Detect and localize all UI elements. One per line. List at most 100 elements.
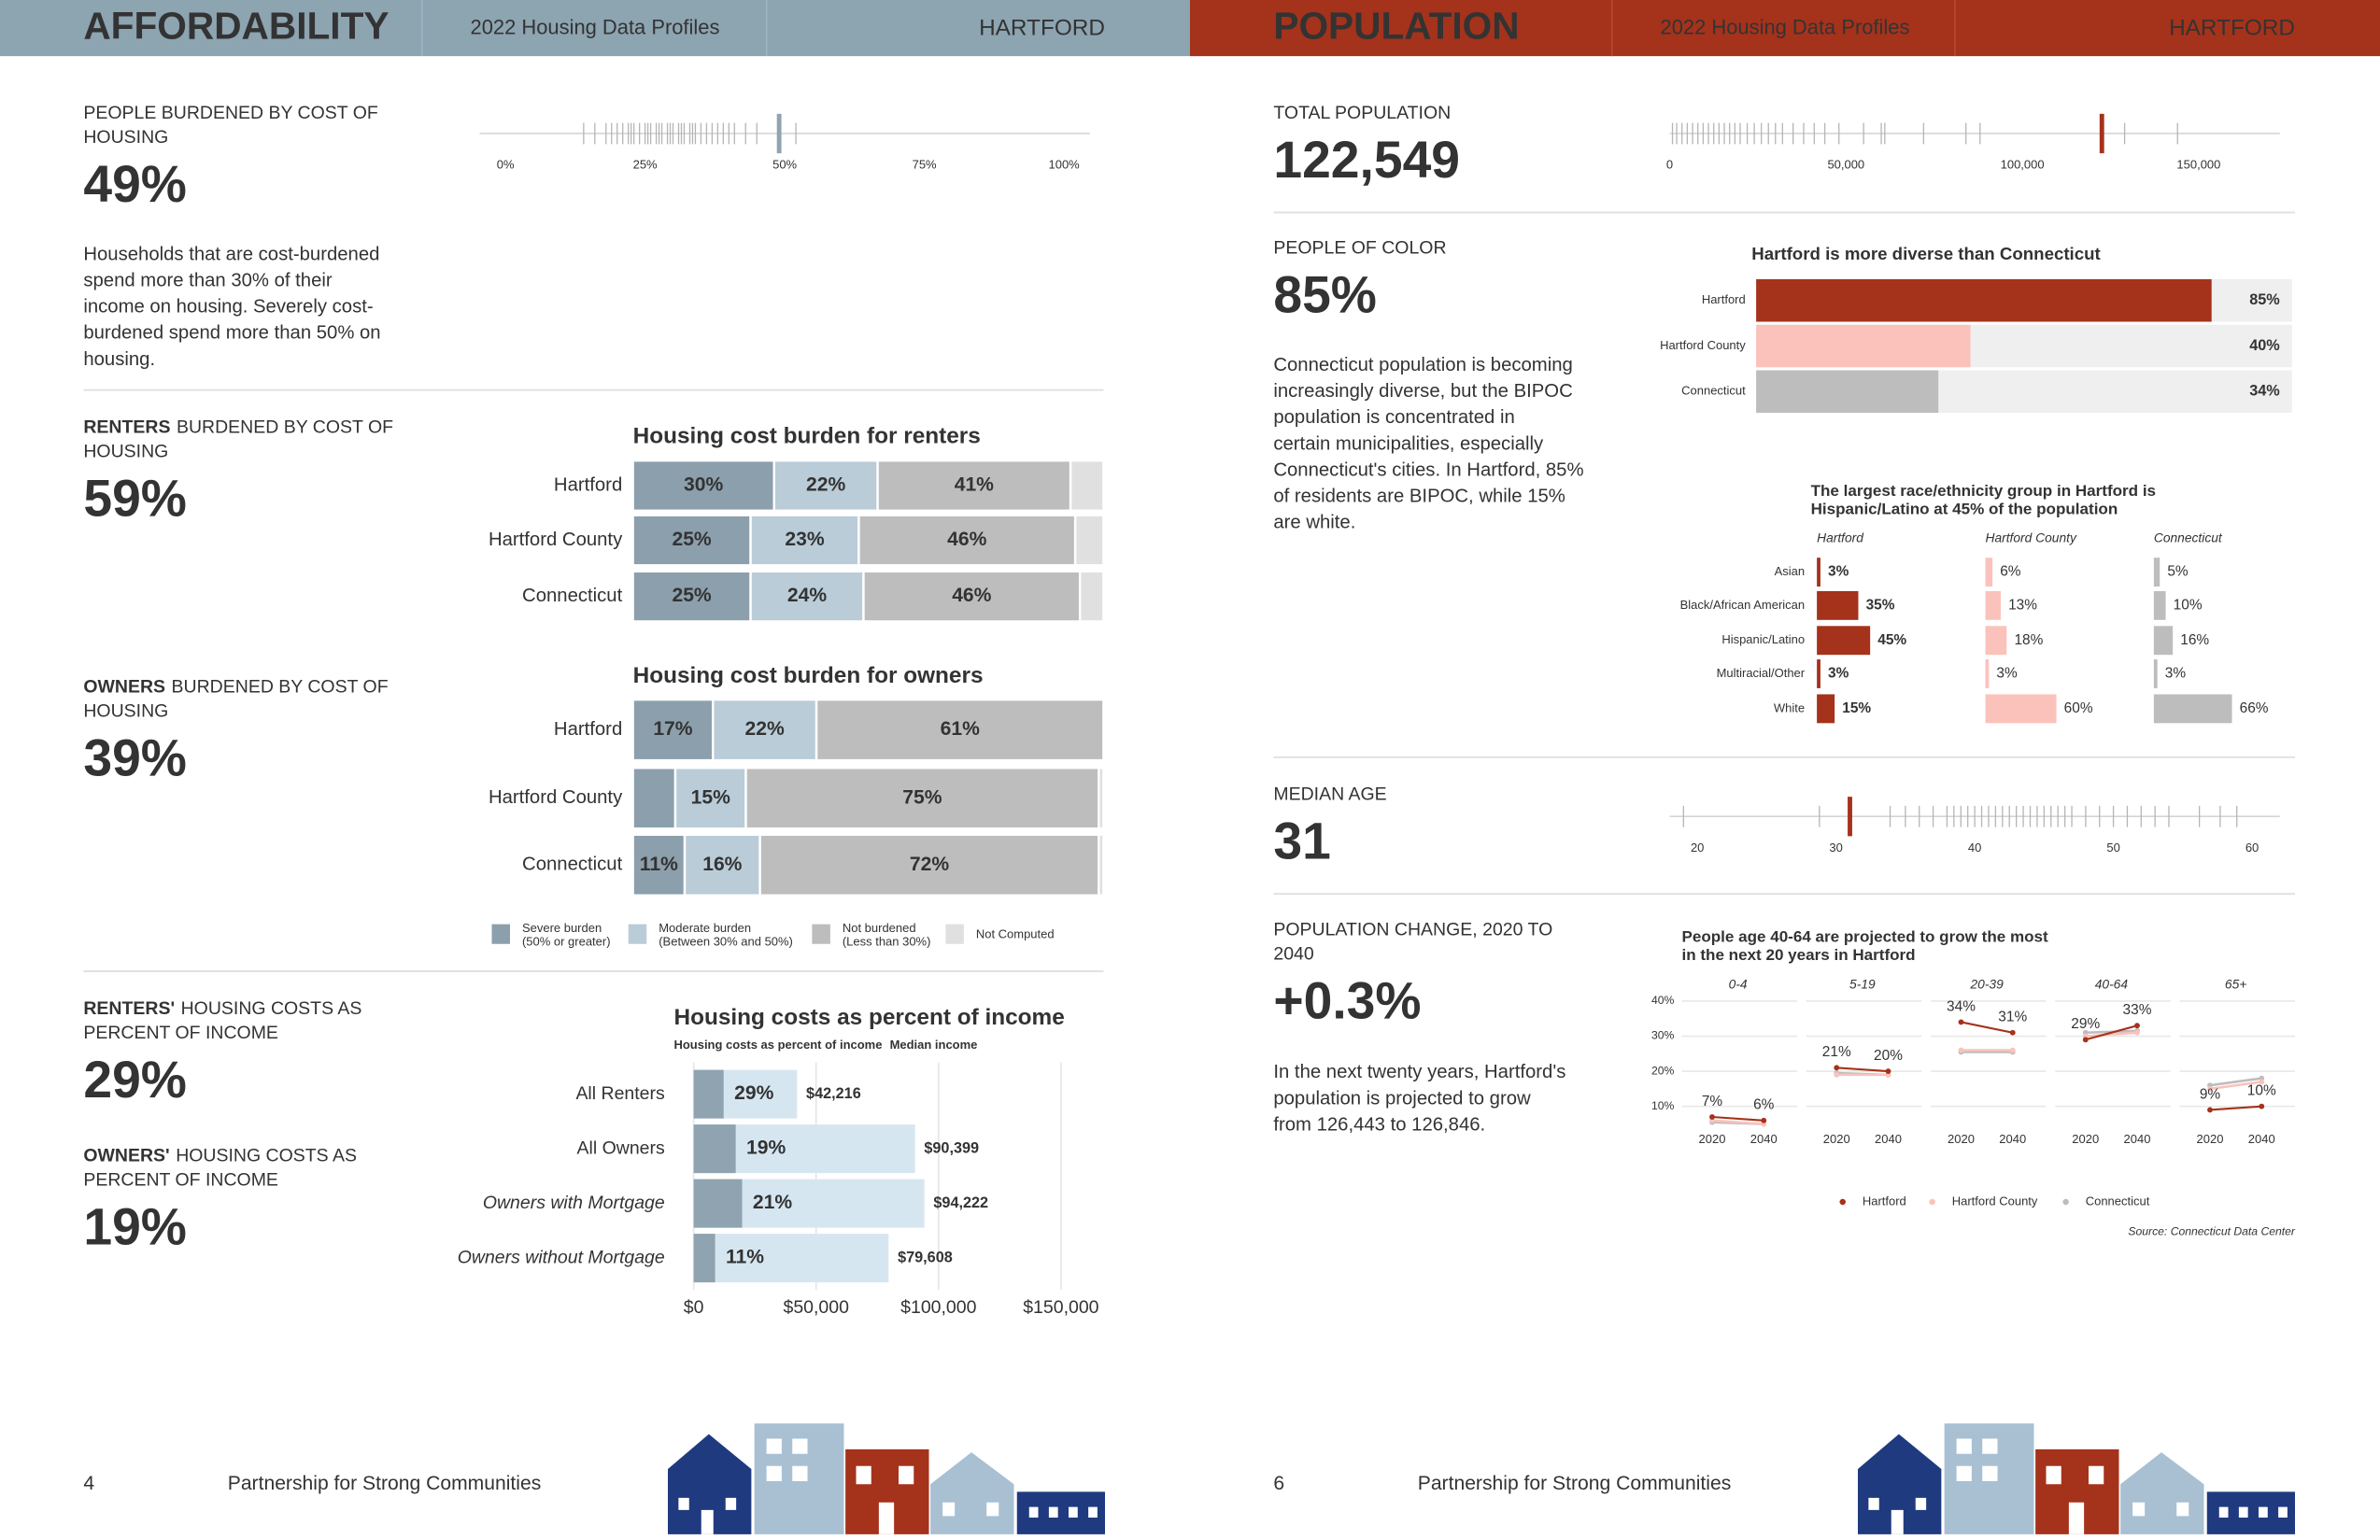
point-label: 31% xyxy=(1998,1010,2027,1025)
bar-label: 85% xyxy=(2249,291,2280,308)
income-bar xyxy=(693,1234,889,1283)
paragraph-line: Households that are cost-burdened xyxy=(83,244,379,264)
header-bar xyxy=(1190,0,2380,57)
chart-title: in the next 20 years in Hartford xyxy=(1681,946,1915,964)
bar-label: 11% xyxy=(726,1247,764,1268)
x-tick-label: $0 xyxy=(684,1297,704,1318)
header-subtitle: 2022 Housing Data Profiles xyxy=(471,16,720,39)
stat-label-strong: RENTERS' xyxy=(83,998,175,1019)
strip-tick-label: 75% xyxy=(913,158,937,172)
category-label: Connecticut xyxy=(1681,384,1746,398)
bar-label: 29% xyxy=(734,1082,773,1104)
category-label: Hartford xyxy=(554,474,622,495)
paragraph-line: Connecticut's cities. In Hartford, 85% xyxy=(1273,459,1583,480)
column-header: Connecticut xyxy=(2154,530,2223,545)
point xyxy=(2207,1107,2213,1113)
point-label: 9% xyxy=(2200,1086,2221,1102)
bar-segment xyxy=(1098,767,1105,830)
point-label: 33% xyxy=(2123,1002,2152,1018)
bar-label: 30% xyxy=(684,474,723,496)
bar xyxy=(1985,590,2001,620)
stat-label: HOUSING COSTS AS xyxy=(181,998,362,1019)
trend-line xyxy=(2209,1105,2262,1111)
bar xyxy=(1756,278,2212,322)
paragraph-line: burdened spend more than 50% on xyxy=(83,323,380,344)
legend-swatch xyxy=(812,924,830,944)
legend-swatch xyxy=(491,924,511,944)
x-tick-label: 2040 xyxy=(1750,1132,1778,1146)
bar-label: 60% xyxy=(2064,700,2093,716)
strip-tick-label: 100% xyxy=(1049,158,1081,172)
stat-value: +0.3% xyxy=(1273,971,1421,1029)
income-label: $42,216 xyxy=(806,1085,861,1102)
stat-label: HOUSING xyxy=(83,700,168,721)
bar-label: 3% xyxy=(1828,666,1849,682)
bar-label: 3% xyxy=(1996,666,2018,682)
stat-value: 122,549 xyxy=(1273,131,1460,189)
point-label: 7% xyxy=(1702,1094,1723,1109)
legend-label: Hartford xyxy=(1863,1194,1906,1208)
bar-label: 23% xyxy=(785,529,824,550)
legend-dot xyxy=(2062,1198,2069,1206)
bar-label: 16% xyxy=(702,854,742,875)
houses xyxy=(1857,1423,2295,1534)
bar xyxy=(1756,324,1971,368)
legend-label: Not burdened xyxy=(843,921,916,935)
bar-label: 22% xyxy=(745,718,785,740)
income-label: $94,222 xyxy=(933,1194,988,1211)
chart-title: The largest race/ethnicity group in Hart… xyxy=(1811,482,2156,500)
stat-value: 19% xyxy=(83,1197,187,1255)
strip-tick-label: 50% xyxy=(772,158,797,172)
bar-segment xyxy=(631,767,677,830)
x-tick-label: 2040 xyxy=(1999,1132,2026,1146)
strip-tick-label: 0% xyxy=(497,158,515,172)
stat-label: PERCENT OF INCOME xyxy=(83,1023,278,1043)
category-label: Hispanic/Latino xyxy=(1721,632,1805,646)
column-header: Hartford County xyxy=(1985,530,2076,545)
stat-label: MEDIAN AGE xyxy=(1273,784,1386,805)
category-label: Hartford xyxy=(1702,292,1746,306)
trend-line xyxy=(1961,1021,2013,1034)
paragraph-line: are white. xyxy=(1273,513,1355,533)
panel-header: 20-39 xyxy=(1969,976,2004,991)
stat-value: 29% xyxy=(83,1051,187,1109)
stat-value: 31 xyxy=(1273,812,1330,870)
point-label: 6% xyxy=(1753,1097,1775,1113)
legend-swatch xyxy=(945,924,964,944)
column-header: Hartford xyxy=(1817,530,1864,545)
x-tick-label: 2040 xyxy=(1875,1132,1902,1146)
legend-note: (Less than 30%) xyxy=(843,935,931,949)
legend-dot xyxy=(1839,1198,1846,1206)
bar xyxy=(2153,694,2232,724)
bar-segment xyxy=(772,459,879,513)
strip-tick-label: 100,000 xyxy=(2001,158,2045,172)
cost-bar xyxy=(693,1179,743,1228)
stat-label-strong: RENTERS xyxy=(83,417,170,437)
stat-label: BURDENED BY COST OF xyxy=(177,417,393,437)
bar-segment xyxy=(1073,514,1105,567)
point xyxy=(1834,1065,1840,1071)
bar-segment xyxy=(758,833,1100,897)
bar-label: 10% xyxy=(2174,597,2203,613)
strip-tick-label: 40 xyxy=(1968,841,1981,855)
strip-tick-label: 20 xyxy=(1691,841,1704,855)
bar xyxy=(1985,558,1993,587)
point xyxy=(1958,1019,1964,1025)
bar-segment xyxy=(749,570,865,623)
bar-label: 6% xyxy=(2000,564,2021,580)
panel-header: 5-19 xyxy=(1849,976,1876,991)
bar-label: 11% xyxy=(640,854,678,875)
point xyxy=(1958,1047,1964,1053)
bar xyxy=(1817,626,1871,656)
x-tick-label: 2040 xyxy=(2248,1132,2275,1146)
panel-header: 65+ xyxy=(2225,976,2246,991)
stat-label: HOUSING COSTS AS xyxy=(176,1145,357,1166)
bar xyxy=(2153,626,2174,656)
trend-line xyxy=(1711,1115,1764,1122)
stat-label: BURDENED BY COST OF xyxy=(172,676,389,697)
bar-label: 46% xyxy=(947,529,986,550)
footer-org: Partnership for Strong Communities xyxy=(1418,1473,1732,1494)
bar-label: 19% xyxy=(746,1137,786,1159)
paragraph-line: increasingly diverse, but the BIPOC xyxy=(1273,381,1572,402)
legend-dot xyxy=(1929,1198,1935,1206)
